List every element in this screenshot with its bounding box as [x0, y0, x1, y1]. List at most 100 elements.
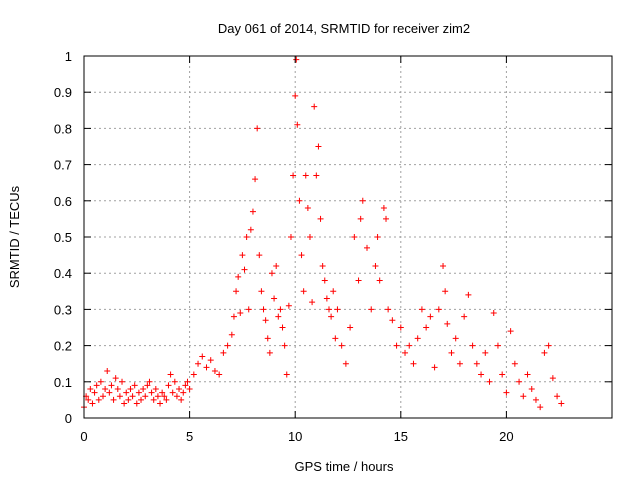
data-point [258, 288, 265, 295]
data-point [524, 371, 531, 378]
y-tick-label: 0.3 [54, 302, 72, 317]
data-point [473, 360, 480, 367]
data-point [119, 378, 126, 385]
data-point [292, 92, 299, 99]
data-point [300, 288, 307, 295]
data-point [116, 393, 123, 400]
y-axis-label: SRMTID / TECUs [7, 185, 22, 288]
data-point [144, 382, 151, 389]
data-point [167, 371, 174, 378]
data-point [112, 375, 119, 382]
data-point [402, 349, 409, 356]
data-point [245, 306, 252, 313]
data-point [347, 324, 354, 331]
data-point [262, 317, 269, 324]
data-point [271, 295, 278, 302]
data-point [315, 143, 322, 150]
data-point [203, 364, 210, 371]
data-point [435, 306, 442, 313]
data-point [393, 342, 400, 349]
data-point [228, 331, 235, 338]
x-tick-label: 5 [186, 429, 193, 444]
data-point [342, 360, 349, 367]
data-point [97, 378, 104, 385]
data-point [133, 400, 140, 407]
data-point [108, 382, 115, 389]
data-point [448, 349, 455, 356]
y-tick-label: 0.2 [54, 339, 72, 354]
x-axis-label: GPS time / hours [295, 459, 394, 474]
data-point [323, 295, 330, 302]
data-point [313, 172, 320, 179]
data-point [558, 400, 565, 407]
y-tick-label: 0.9 [54, 85, 72, 100]
y-tick-label: 0.5 [54, 230, 72, 245]
chart-title: Day 061 of 2014, SRMTID for receiver zim… [218, 21, 470, 36]
data-point [516, 378, 523, 385]
data-point [275, 313, 282, 320]
data-point [281, 342, 288, 349]
data-point [298, 252, 305, 259]
data-point [241, 266, 248, 273]
data-point [511, 360, 518, 367]
data-point [389, 317, 396, 324]
data-point [431, 364, 438, 371]
data-point [165, 382, 172, 389]
data-point [372, 262, 379, 269]
data-point [332, 335, 339, 342]
data-point [397, 324, 404, 331]
data-point [376, 277, 383, 284]
data-point [427, 313, 434, 320]
data-point [264, 335, 271, 342]
data-point [507, 328, 514, 335]
data-point [478, 371, 485, 378]
data-point [146, 378, 153, 385]
data-point [325, 306, 332, 313]
data-point [283, 371, 290, 378]
data-point [311, 103, 318, 110]
data-point [254, 125, 261, 132]
data-point [385, 306, 392, 313]
data-point [163, 396, 170, 403]
data-point [499, 371, 506, 378]
data-point [224, 342, 231, 349]
data-point [423, 324, 430, 331]
data-point [380, 205, 387, 212]
data-point [277, 306, 284, 313]
data-point [532, 396, 539, 403]
data-point [293, 56, 300, 63]
data-point [266, 349, 273, 356]
data-point [357, 215, 364, 222]
data-point [296, 197, 303, 204]
data-point [444, 320, 451, 327]
data-point [541, 349, 548, 356]
data-point [154, 393, 161, 400]
data-point [383, 215, 390, 222]
data-point [461, 313, 468, 320]
data-point [364, 244, 371, 251]
data-point [123, 389, 130, 396]
data-point [503, 389, 510, 396]
data-point [494, 342, 501, 349]
tick-labels: 00.10.20.30.40.50.60.70.80.910 5 10 15 20 [54, 49, 514, 444]
data-point [104, 367, 111, 374]
data-point [93, 382, 100, 389]
data-point [465, 291, 472, 298]
data-point [138, 396, 145, 403]
data-point [157, 400, 164, 407]
data-point [182, 382, 189, 389]
data-point [220, 349, 227, 356]
data-point [159, 389, 166, 396]
y-tick-label: 0.6 [54, 194, 72, 209]
data-point [184, 378, 191, 385]
x-tick-label: 0 [80, 429, 87, 444]
data-point [368, 306, 375, 313]
data-point [199, 353, 206, 360]
data-point [490, 310, 497, 317]
data-point [456, 360, 463, 367]
data-point [374, 234, 381, 240]
data-point [102, 386, 109, 393]
data-point [243, 234, 250, 240]
data-point [150, 396, 157, 403]
